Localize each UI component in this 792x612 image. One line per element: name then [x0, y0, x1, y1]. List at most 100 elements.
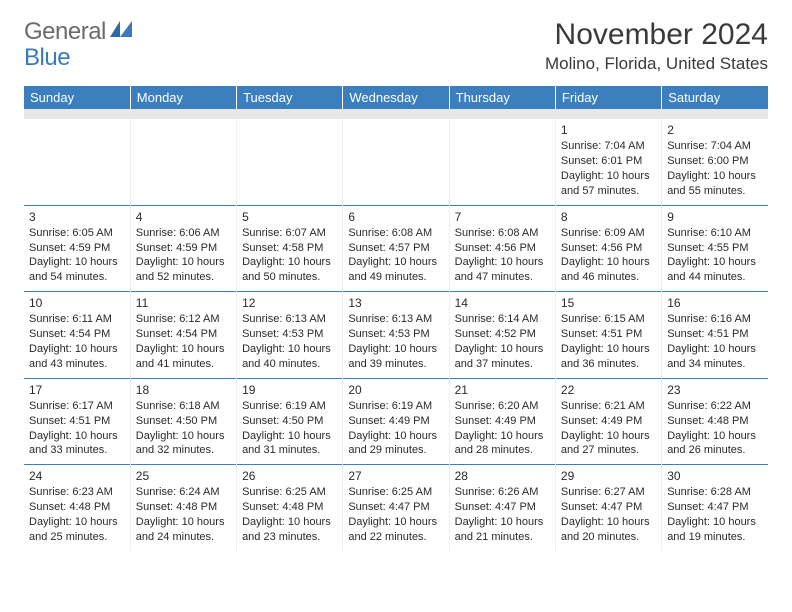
- day-number: 9: [667, 209, 763, 225]
- day-number: 17: [29, 382, 125, 398]
- calendar-week-row: 10Sunrise: 6:11 AMSunset: 4:54 PMDayligh…: [24, 292, 768, 378]
- calendar-day: 28Sunrise: 6:26 AMSunset: 4:47 PMDayligh…: [449, 465, 555, 551]
- calendar-day: 17Sunrise: 6:17 AMSunset: 4:51 PMDayligh…: [24, 379, 130, 465]
- day-number: 30: [667, 468, 763, 484]
- sunset-line: Sunset: 4:47 PM: [348, 500, 443, 515]
- daylight-line: Daylight: 10 hours and 23 minutes.: [242, 515, 337, 545]
- day-number: 25: [136, 468, 231, 484]
- sunrise-line: Sunrise: 6:25 AM: [242, 485, 337, 500]
- sunset-line: Sunset: 4:59 PM: [136, 241, 231, 256]
- logo-flag-icon: [110, 21, 132, 42]
- sunrise-line: Sunrise: 6:05 AM: [29, 226, 125, 241]
- sunset-line: Sunset: 4:51 PM: [561, 327, 656, 342]
- calendar-week-row: 17Sunrise: 6:17 AMSunset: 4:51 PM Dayligh…: [24, 379, 768, 465]
- daylight-line: Daylight: 10 hours and 31 minutes.: [242, 429, 337, 459]
- daylight-line: Daylight: 10 hours and 19 minutes.: [667, 515, 763, 545]
- day-number: 29: [561, 468, 656, 484]
- daylight-line: Daylight: 10 hours and 20 minutes.: [561, 515, 656, 545]
- daylight-line: Daylight: 10 hours and 44 minutes.: [667, 255, 763, 285]
- day-header: Thursday: [449, 86, 555, 109]
- daylight-line: Daylight: 10 hours and 47 minutes.: [455, 255, 550, 285]
- calendar-day: 15Sunrise: 6:15 AMSunset: 4:51 PMDayligh…: [555, 292, 661, 378]
- calendar-day: 8Sunrise: 6:09 AMSunset: 4:56 PMDaylight…: [555, 206, 661, 292]
- sunset-line: Sunset: 4:50 PM: [242, 414, 337, 429]
- daylight-line: Daylight: 10 hours and 41 minutes.: [136, 342, 231, 372]
- sunset-line: Sunset: 6:00 PM: [667, 154, 763, 169]
- calendar-day: 4Sunrise: 6:06 AMSunset: 4:59 PMDaylight…: [130, 206, 236, 292]
- sunrise-line: Sunrise: 6:08 AM: [348, 226, 443, 241]
- sunset-line: Sunset: 4:49 PM: [561, 414, 656, 429]
- day-number: 21: [455, 382, 550, 398]
- sunrise-line: Sunrise: 6:27 AM: [561, 485, 656, 500]
- sunrise-line: Sunrise: 6:24 AM: [136, 485, 231, 500]
- sunset-line: Sunset: 4:57 PM: [348, 241, 443, 256]
- sunset-line: Sunset: 4:51 PM: [667, 327, 763, 342]
- sunset-line: Sunset: 4:51 PM: [29, 414, 125, 429]
- daylight-line: Daylight: 10 hours and 28 minutes.: [455, 429, 550, 459]
- calendar-day: 14Sunrise: 6:14 AMSunset: 4:52 PMDayligh…: [449, 292, 555, 378]
- day-number: 8: [561, 209, 656, 225]
- sunrise-line: Sunrise: 6:19 AM: [242, 399, 337, 414]
- logo: General: [24, 18, 134, 46]
- sunrise-line: Sunrise: 7:04 AM: [561, 139, 656, 154]
- sunrise-line: Sunrise: 6:10 AM: [667, 226, 763, 241]
- sunset-line: Sunset: 4:48 PM: [667, 414, 763, 429]
- sunrise-line: Sunrise: 6:23 AM: [29, 485, 125, 500]
- day-number: 3: [29, 209, 125, 225]
- calendar-day: 18Sunrise: 6:18 AMSunset: 4:50 PMDayligh…: [130, 379, 236, 465]
- calendar-day: 23Sunrise: 6:22 AMSunset: 4:48 PMDayligh…: [662, 379, 768, 465]
- calendar-week-row: 1Sunrise: 7:04 AMSunset: 6:01 PMDaylight…: [24, 119, 768, 205]
- calendar-day: 11Sunrise: 6:12 AMSunset: 4:54 PMDayligh…: [130, 292, 236, 378]
- sunrise-line: Sunrise: 6:26 AM: [455, 485, 550, 500]
- day-number: 2: [667, 122, 763, 138]
- calendar-day-empty: [449, 119, 555, 205]
- sunset-line: Sunset: 4:47 PM: [667, 500, 763, 515]
- day-number: 13: [348, 295, 443, 311]
- day-number: 15: [561, 295, 656, 311]
- daylight-line: Daylight: 10 hours and 57 minutes.: [561, 169, 656, 199]
- sunrise-line: Sunrise: 6:20 AM: [455, 399, 550, 414]
- day-number: 7: [455, 209, 550, 225]
- logo-text-blue: Blue: [24, 44, 70, 71]
- calendar-day: 20Sunrise: 6:19 AMSunset: 4:49 PMDayligh…: [343, 379, 449, 465]
- calendar-day: 1Sunrise: 7:04 AMSunset: 6:01 PMDaylight…: [555, 119, 661, 205]
- sunrise-line: Sunrise: 6:21 AM: [561, 399, 656, 414]
- day-header: Monday: [130, 86, 236, 109]
- daylight-line: Daylight: 10 hours and 22 minutes.: [348, 515, 443, 545]
- calendar-day: 22Sunrise: 6:21 AMSunset: 4:49 PMDayligh…: [555, 379, 661, 465]
- sunrise-line: Sunrise: 7:04 AM: [667, 139, 763, 154]
- daylight-line: Daylight: 10 hours and 39 minutes.: [348, 342, 443, 372]
- day-number: 10: [29, 295, 125, 311]
- daylight-line: Daylight: 10 hours and 36 minutes.: [561, 342, 656, 372]
- daylight-line: Daylight: 10 hours and 27 minutes.: [561, 429, 656, 459]
- daylight-line: Daylight: 10 hours and 29 minutes.: [348, 429, 443, 459]
- sunrise-line: Sunrise: 6:18 AM: [136, 399, 231, 414]
- calendar-day: 30Sunrise: 6:28 AMSunset: 4:47 PMDayligh…: [662, 465, 768, 551]
- day-number: 14: [455, 295, 550, 311]
- calendar-day: 10Sunrise: 6:11 AMSunset: 4:54 PMDayligh…: [24, 292, 130, 378]
- daylight-line: Daylight: 10 hours and 50 minutes.: [242, 255, 337, 285]
- sunrise-line: Sunrise: 6:28 AM: [667, 485, 763, 500]
- sunrise-line: Sunrise: 6:12 AM: [136, 312, 231, 327]
- calendar-day: 13Sunrise: 6:13 AMSunset: 4:53 PMDayligh…: [343, 292, 449, 378]
- sunset-line: Sunset: 6:01 PM: [561, 154, 656, 169]
- sunrise-line: Sunrise: 6:07 AM: [242, 226, 337, 241]
- calendar-day: 19Sunrise: 6:19 AMSunset: 4:50 PMDayligh…: [237, 379, 343, 465]
- sunset-line: Sunset: 4:48 PM: [242, 500, 337, 515]
- daylight-line: Daylight: 10 hours and 26 minutes.: [667, 429, 763, 459]
- daylight-line: Daylight: 10 hours and 55 minutes.: [667, 169, 763, 199]
- day-header: Saturday: [662, 86, 768, 109]
- calendar-day: 26Sunrise: 6:25 AMSunset: 4:48 PMDayligh…: [237, 465, 343, 551]
- sunset-line: Sunset: 4:54 PM: [29, 327, 125, 342]
- sunset-line: Sunset: 4:47 PM: [455, 500, 550, 515]
- calendar-week-row: 3Sunrise: 6:05 AM Sunset: 4:59 PM Daylight…: [24, 206, 768, 292]
- day-number: 12: [242, 295, 337, 311]
- sunset-line: Sunset: 4:53 PM: [348, 327, 443, 342]
- calendar-day: 27Sunrise: 6:25 AMSunset: 4:47 PMDayligh…: [343, 465, 449, 551]
- sunrise-line: Sunrise: 6:17 AM: [29, 399, 125, 414]
- day-number: 16: [667, 295, 763, 311]
- sunset-line: Sunset: 4:54 PM: [136, 327, 231, 342]
- sunrise-line: Sunrise: 6:14 AM: [455, 312, 550, 327]
- sunrise-line: Sunrise: 6:08 AM: [455, 226, 550, 241]
- day-number: 5: [242, 209, 337, 225]
